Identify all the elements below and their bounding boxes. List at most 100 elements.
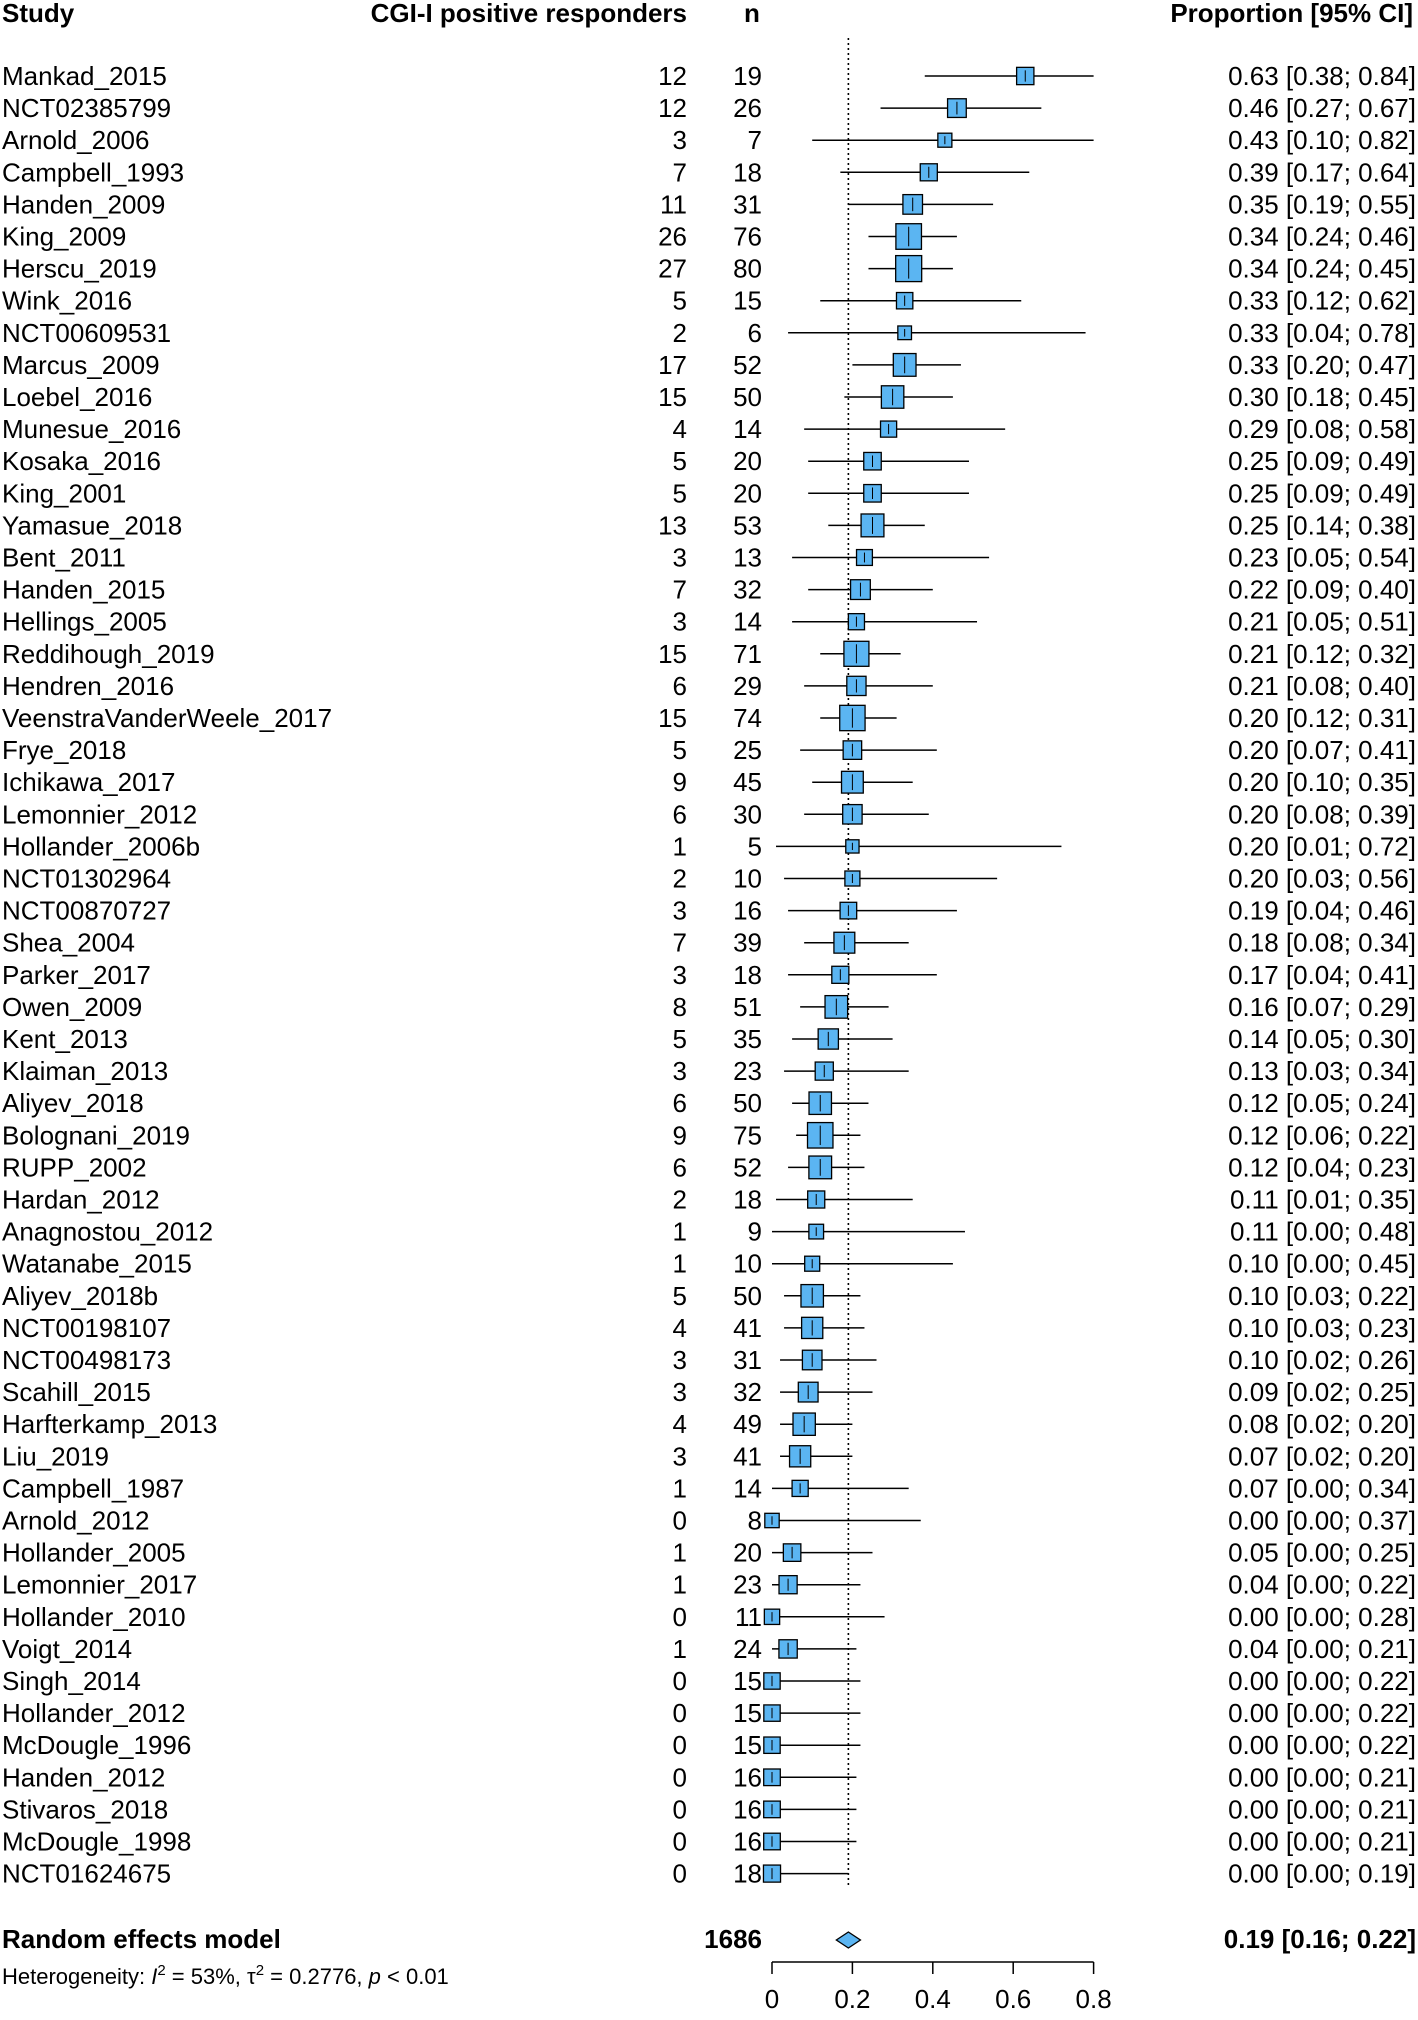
study-n: 18: [733, 960, 762, 990]
study-name: Stivaros_2018: [2, 1794, 168, 1824]
study-row: Campbell_1993 7 18 0.39 [0.17; 0.64]: [2, 157, 1416, 187]
study-ci-text: 0.25 [0.09; 0.49]: [1228, 478, 1416, 508]
study-n: 18: [733, 1859, 762, 1889]
study-events: 6: [673, 1152, 687, 1182]
study-row: NCT01624675 0 18 0.00 [0.00; 0.19]: [2, 1859, 1416, 1889]
study-events: 5: [673, 478, 687, 508]
study-row: Hardan_2012 2 18 0.11 [0.01; 0.35]: [2, 1185, 1416, 1215]
study-row: Aliyev_2018b 5 50 0.10 [0.03; 0.22]: [2, 1281, 1416, 1311]
het-tau2-superscript: 2: [256, 1962, 264, 1979]
study-name: Owen_2009: [2, 992, 142, 1022]
study-row: Bolognani_2019 9 75 0.12 [0.06; 0.22]: [2, 1120, 1416, 1150]
study-name: NCT00498173: [2, 1345, 171, 1375]
study-ci-text: 0.30 [0.18; 0.45]: [1228, 382, 1416, 412]
study-n: 50: [733, 382, 762, 412]
study-row: Handen_2015 7 32 0.22 [0.09; 0.40]: [2, 575, 1416, 605]
study-name: Bolognani_2019: [2, 1120, 190, 1150]
study-n: 14: [733, 607, 762, 637]
study-n: 31: [733, 1345, 762, 1375]
study-ci-text: 0.12 [0.04; 0.23]: [1228, 1152, 1416, 1182]
study-name: Handen_2009: [2, 189, 165, 219]
study-events: 9: [673, 767, 687, 797]
study-row: Klaiman_2013 3 23 0.13 [0.03; 0.34]: [2, 1056, 1416, 1086]
study-name: NCT02385799: [2, 93, 171, 123]
study-events: 1: [673, 1217, 687, 1247]
study-name: McDougle_1998: [2, 1827, 191, 1857]
study-name: Klaiman_2013: [2, 1056, 168, 1086]
study-name: McDougle_1996: [2, 1730, 191, 1760]
study-events: 6: [673, 1088, 687, 1118]
study-n: 52: [733, 350, 762, 380]
study-n: 15: [733, 286, 762, 316]
study-n: 14: [733, 1473, 762, 1503]
study-n: 50: [733, 1088, 762, 1118]
study-n: 52: [733, 1152, 762, 1182]
study-row: Yamasue_2018 13 53 0.25 [0.14; 0.38]: [2, 510, 1416, 540]
study-name: Shea_2004: [2, 928, 135, 958]
study-ci-text: 0.21 [0.05; 0.51]: [1228, 607, 1416, 637]
study-row: McDougle_1996 0 15 0.00 [0.00; 0.22]: [2, 1730, 1416, 1760]
study-ci-text: 0.00 [0.00; 0.21]: [1228, 1794, 1416, 1824]
study-ci-text: 0.00 [0.00; 0.22]: [1228, 1698, 1416, 1728]
study-ci-text: 0.20 [0.07; 0.41]: [1228, 735, 1416, 765]
study-row: Frye_2018 5 25 0.20 [0.07; 0.41]: [2, 735, 1416, 765]
study-ci-text: 0.19 [0.04; 0.46]: [1228, 896, 1416, 926]
study-events: 2: [673, 864, 687, 894]
study-n: 16: [733, 896, 762, 926]
study-name: NCT00198107: [2, 1313, 171, 1343]
study-ci-text: 0.04 [0.00; 0.21]: [1228, 1634, 1416, 1664]
study-name: Marcus_2009: [2, 350, 160, 380]
study-name: Bent_2011: [2, 543, 126, 573]
study-events: 4: [673, 414, 687, 444]
het-tau2-symbol: τ: [247, 1964, 256, 1989]
study-events: 3: [673, 125, 687, 155]
study-row: Handen_2009 11 31 0.35 [0.19; 0.55]: [2, 189, 1416, 219]
study-n: 10: [733, 1249, 762, 1279]
study-ci-text: 0.34 [0.24; 0.46]: [1228, 222, 1416, 252]
study-name: Singh_2014: [2, 1666, 141, 1696]
study-row: Campbell_1987 1 14 0.07 [0.00; 0.34]: [2, 1473, 1416, 1503]
study-name: Ichikawa_2017: [2, 767, 175, 797]
het-prefix: Heterogeneity:: [2, 1964, 151, 1989]
study-row: Reddihough_2019 15 71 0.21 [0.12; 0.32]: [2, 639, 1416, 669]
study-ci-text: 0.39 [0.17; 0.64]: [1228, 157, 1416, 187]
study-ci-text: 0.12 [0.06; 0.22]: [1228, 1120, 1416, 1150]
study-events: 5: [673, 1281, 687, 1311]
study-row: Hellings_2005 3 14 0.21 [0.05; 0.51]: [2, 607, 1416, 637]
study-n: 9: [748, 1217, 762, 1247]
study-row: NCT00498173 3 31 0.10 [0.02; 0.26]: [2, 1345, 1416, 1375]
study-events: 1: [673, 1634, 687, 1664]
study-n: 71: [733, 639, 762, 669]
study-row: Hollander_2005 1 20 0.05 [0.00; 0.25]: [2, 1538, 1416, 1568]
study-ci-text: 0.07 [0.00; 0.34]: [1228, 1473, 1416, 1503]
study-events: 3: [673, 1441, 687, 1471]
study-ci-text: 0.17 [0.04; 0.41]: [1228, 960, 1416, 990]
study-row: Aliyev_2018 6 50 0.12 [0.05; 0.24]: [2, 1088, 1416, 1118]
study-n: 7: [748, 125, 762, 155]
study-n: 15: [733, 1698, 762, 1728]
study-ci-text: 0.34 [0.24; 0.45]: [1228, 254, 1416, 284]
study-ci-text: 0.00 [0.00; 0.37]: [1228, 1506, 1416, 1536]
study-events: 3: [673, 543, 687, 573]
study-row: Singh_2014 0 15 0.00 [0.00; 0.22]: [2, 1666, 1416, 1696]
study-row: Wink_2016 5 15 0.33 [0.12; 0.62]: [2, 286, 1416, 316]
study-row: Herscu_2019 27 80 0.34 [0.24; 0.45]: [2, 254, 1416, 284]
study-row: NCT02385799 12 26 0.46 [0.27; 0.67]: [2, 93, 1416, 123]
study-row: Kosaka_2016 5 20 0.25 [0.09; 0.49]: [2, 446, 1416, 476]
study-events: 0: [673, 1794, 687, 1824]
study-n: 10: [733, 864, 762, 894]
study-events: 4: [673, 1313, 687, 1343]
study-name: Scahill_2015: [2, 1377, 151, 1407]
study-n: 23: [733, 1570, 762, 1600]
study-ci-text: 0.33 [0.04; 0.78]: [1228, 318, 1416, 348]
study-row: Hendren_2016 6 29 0.21 [0.08; 0.40]: [2, 671, 1416, 701]
study-name: Parker_2017: [2, 960, 151, 990]
study-n: 6: [748, 318, 762, 348]
study-ci-text: 0.20 [0.08; 0.39]: [1228, 799, 1416, 829]
study-events: 0: [673, 1859, 687, 1889]
study-events: 7: [673, 928, 687, 958]
study-name: Anagnostou_2012: [2, 1217, 213, 1247]
study-row: Marcus_2009 17 52 0.33 [0.20; 0.47]: [2, 350, 1416, 380]
header-study: Study: [2, 0, 75, 28]
